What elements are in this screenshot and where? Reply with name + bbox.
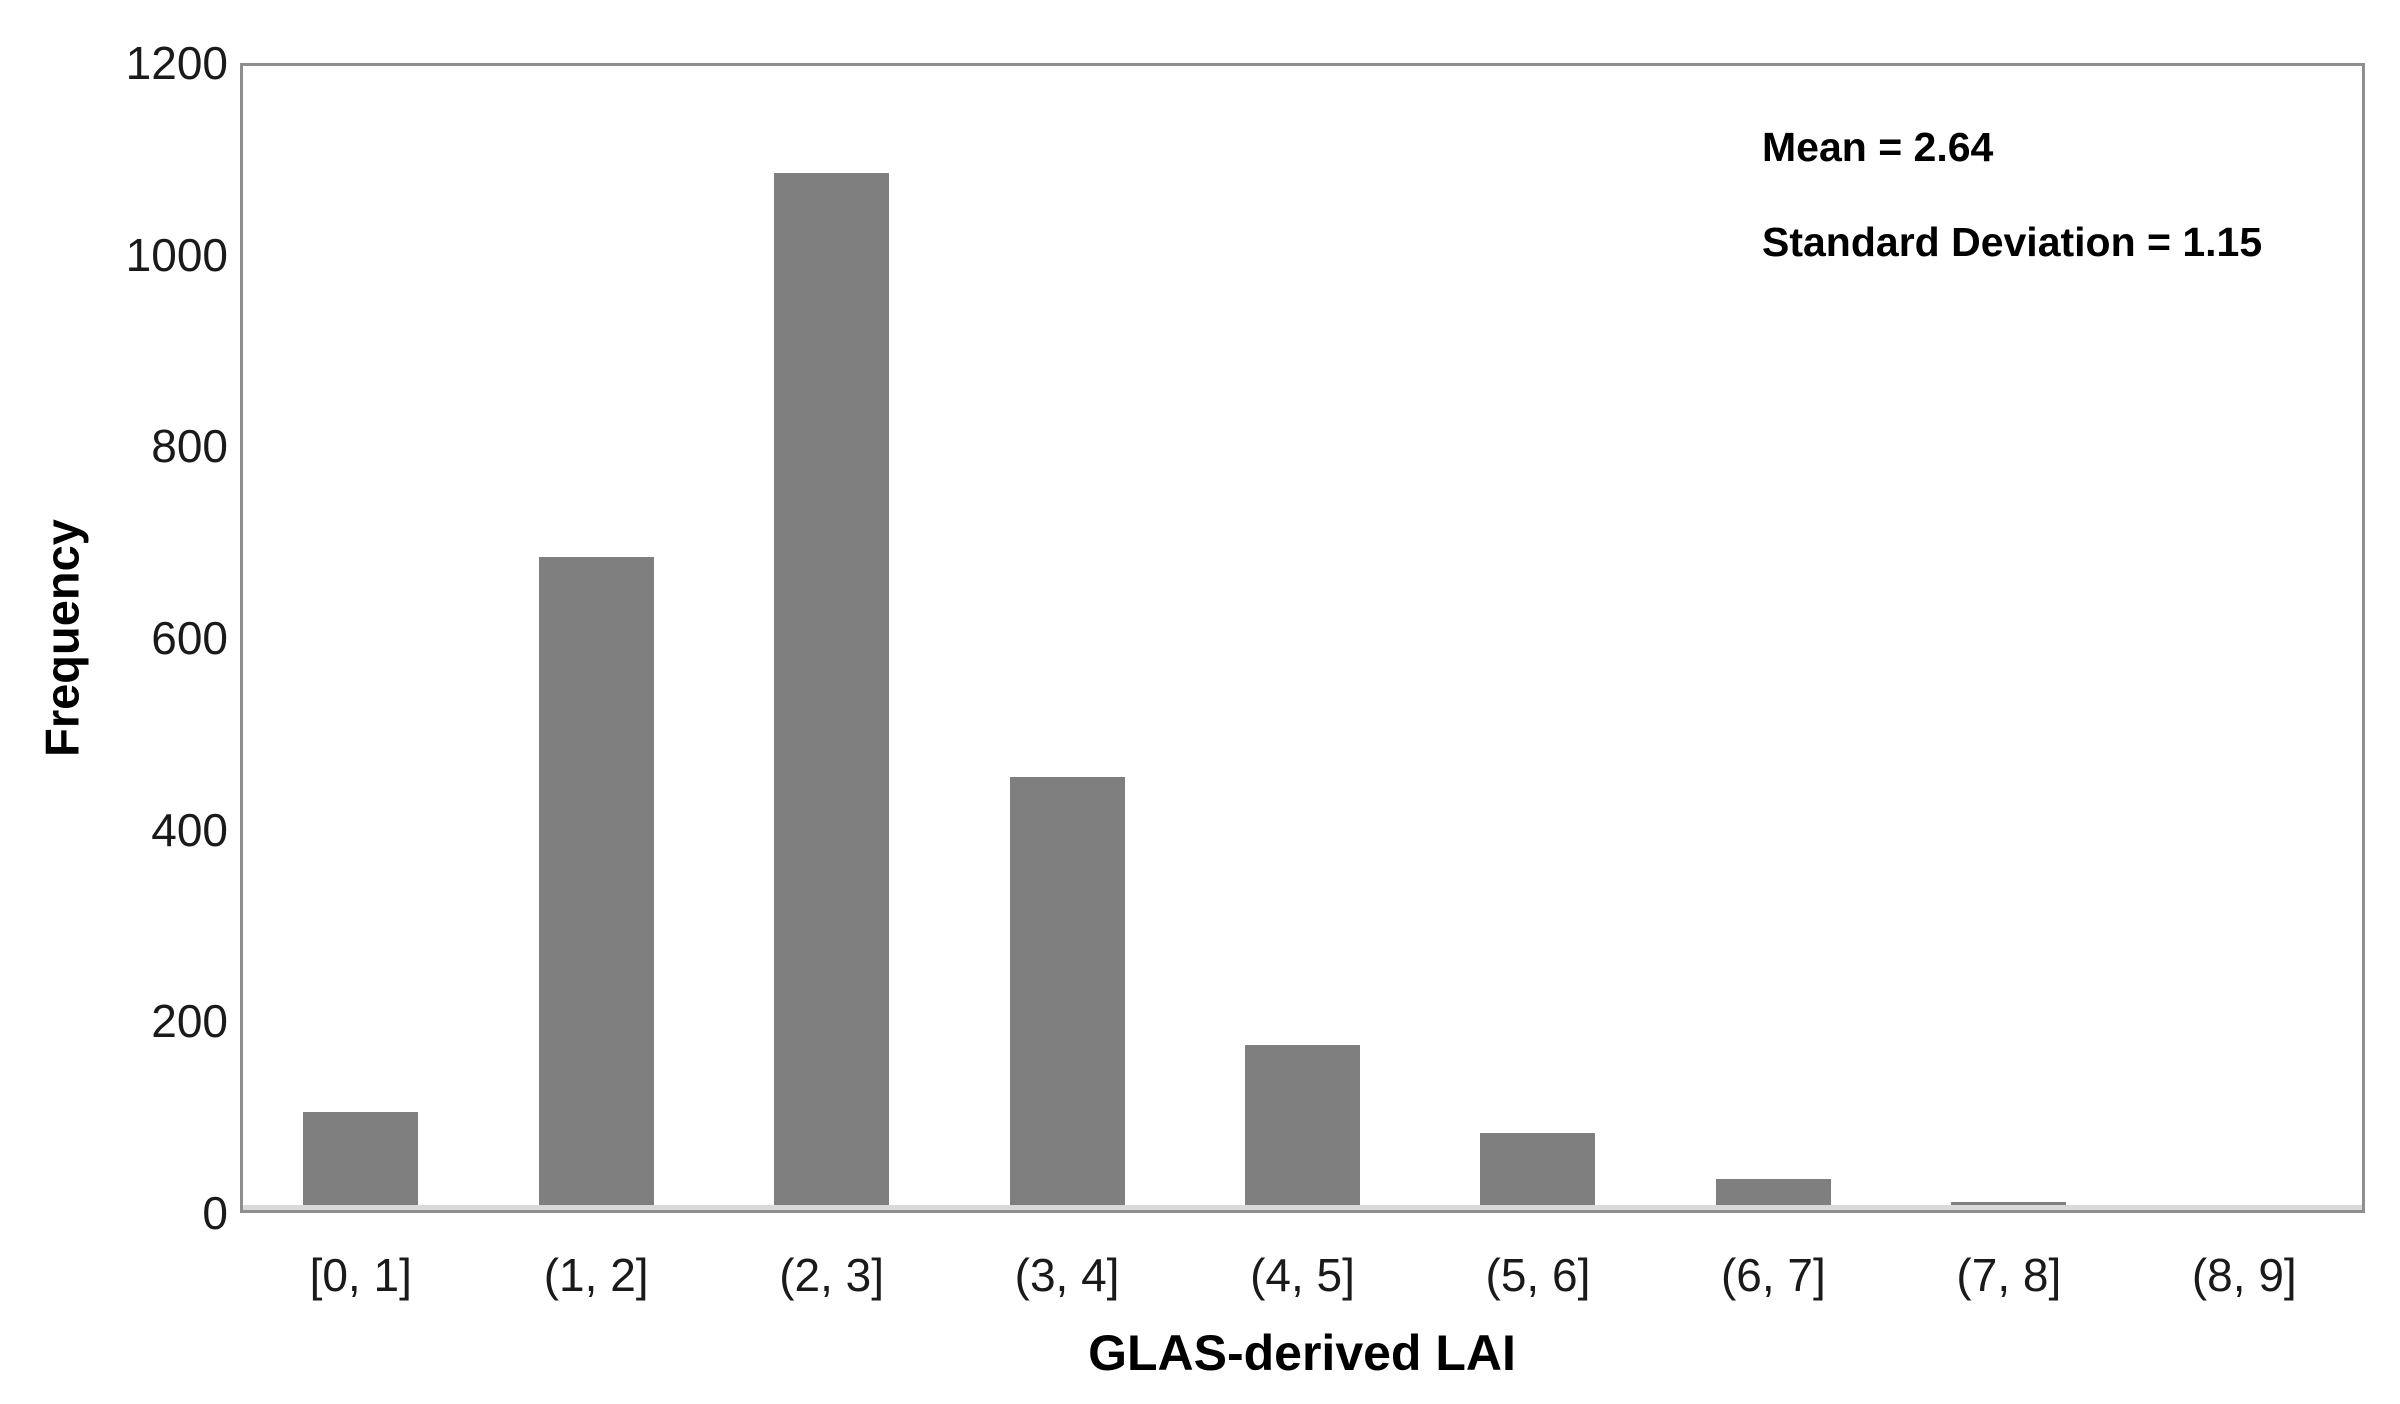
y-tick-label-1000: 1000 bbox=[125, 228, 228, 281]
y-tick-label-1200: 1200 bbox=[125, 37, 228, 89]
y-tick-label-200: 200 bbox=[151, 995, 228, 1048]
bar-(4, 5] bbox=[1245, 1045, 1360, 1213]
x-tick-label-(1, 2]: (1, 2] bbox=[543, 1249, 649, 1301]
plot-area bbox=[240, 63, 2365, 1213]
stddev-annotation: Standard Deviation = 1.15 bbox=[1762, 219, 2263, 265]
bar-(2, 3] bbox=[774, 173, 890, 1213]
y-tick-label-0: 0 bbox=[202, 1187, 228, 1239]
x-axis-baseline-highlight bbox=[243, 1205, 2362, 1210]
bar-(1, 2] bbox=[538, 556, 654, 1213]
bar-(3, 4] bbox=[1009, 776, 1125, 1213]
x-tick-label-[0, 1]: [0, 1] bbox=[309, 1249, 412, 1301]
y-tick-label-600: 600 bbox=[151, 612, 228, 664]
x-tick-label-(4, 5]: (4, 5] bbox=[1250, 1249, 1355, 1301]
x-tick-label-(8, 9]: (8, 9] bbox=[2191, 1249, 2297, 1301]
x-tick-label-(7, 8]: (7, 8] bbox=[1956, 1249, 2062, 1301]
mean-annotation: Mean = 2.64 bbox=[1762, 124, 1994, 170]
x-tick-label-(2, 3]: (2, 3] bbox=[779, 1249, 885, 1301]
x-axis-title: GLAS-derived LAI bbox=[1088, 1325, 1516, 1381]
x-tick-label-(3, 4]: (3, 4] bbox=[1014, 1249, 1120, 1301]
x-tick-label-(6, 7]: (6, 7] bbox=[1720, 1249, 1826, 1301]
y-tick-label-800: 800 bbox=[151, 420, 228, 473]
bar-(5, 6] bbox=[1480, 1133, 1596, 1213]
x-tick-label-(5, 6]: (5, 6] bbox=[1485, 1249, 1591, 1301]
y-tick-label-400: 400 bbox=[151, 803, 228, 856]
bar-[0, 1] bbox=[303, 1112, 419, 1213]
x-axis-baseline bbox=[243, 1210, 2362, 1213]
